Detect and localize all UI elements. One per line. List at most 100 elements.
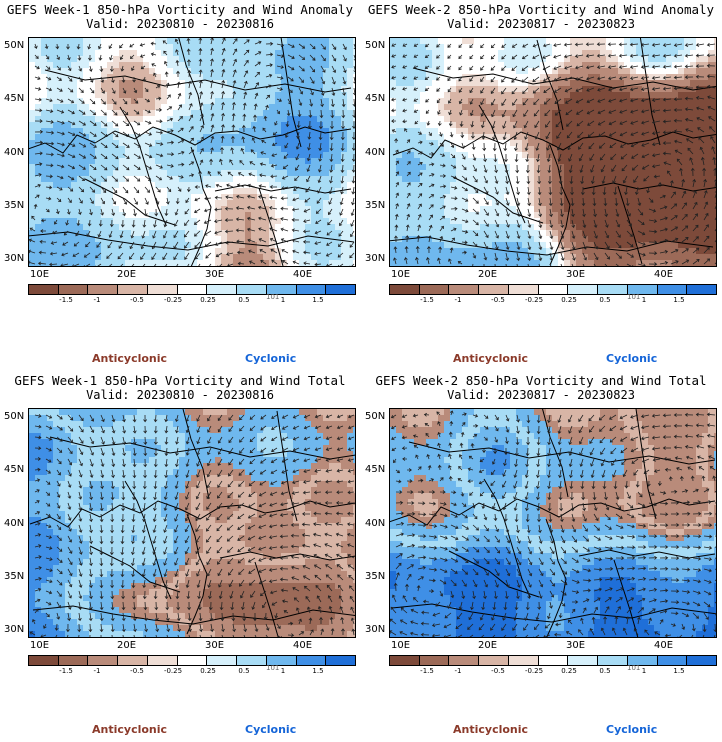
vorticity-cell <box>588 188 595 195</box>
vorticity-cell <box>462 200 469 207</box>
vorticity-cell <box>474 110 481 117</box>
vorticity-cell <box>35 50 42 57</box>
vorticity-cell <box>636 260 643 266</box>
vorticity-cell <box>486 260 493 266</box>
wind-arrow <box>109 219 114 228</box>
vorticity-cell <box>654 176 661 183</box>
vorticity-cell <box>576 212 583 219</box>
vorticity-cell <box>41 260 48 266</box>
wind-arrow <box>100 142 108 149</box>
vorticity-cell <box>263 92 270 99</box>
vorticity-cell <box>101 92 108 99</box>
wind-arrow <box>100 120 108 127</box>
vorticity-cell <box>275 230 282 237</box>
vorticity-cell <box>516 242 523 249</box>
wind-arrow <box>38 250 47 255</box>
vorticity-cell <box>221 80 228 87</box>
vorticity-cell <box>504 206 511 213</box>
vorticity-cell <box>528 176 535 183</box>
vorticity-cell <box>245 68 252 75</box>
vorticity-cell <box>269 62 276 69</box>
vorticity-cell <box>155 170 162 177</box>
vorticity-cell <box>390 38 397 45</box>
vorticity-cell <box>672 152 679 159</box>
vorticity-cell <box>257 74 264 81</box>
vorticity-cell <box>107 68 114 75</box>
vorticity-cell <box>510 56 517 63</box>
vorticity-cell <box>672 182 679 189</box>
vorticity-cell <box>414 134 421 141</box>
vorticity-cell <box>396 152 403 159</box>
vorticity-cell <box>522 236 529 243</box>
vorticity-cell <box>390 74 397 81</box>
wind-arrow <box>618 76 628 81</box>
vorticity-cell <box>155 56 162 63</box>
vorticity-cell <box>468 68 475 75</box>
vorticity-cell <box>59 194 66 201</box>
wind-arrow <box>308 109 313 118</box>
colorbar-tick: -1 <box>93 296 101 304</box>
vorticity-cell <box>149 134 156 141</box>
vorticity-cell <box>125 80 132 87</box>
vorticity-cell <box>540 110 547 117</box>
vorticity-cell <box>209 230 216 237</box>
wind-arrow <box>122 109 129 116</box>
wind-arrow <box>162 40 168 45</box>
wind-arrow <box>298 43 306 49</box>
vorticity-cell <box>179 62 186 69</box>
vorticity-cell <box>53 242 60 249</box>
vorticity-cell <box>149 128 156 135</box>
vorticity-cell <box>396 182 403 189</box>
wind-arrow <box>199 147 204 155</box>
vorticity-cell <box>185 158 192 165</box>
vorticity-cell <box>59 62 66 69</box>
vorticity-cell <box>65 170 72 177</box>
wind-arrow <box>292 197 300 202</box>
vorticity-cell <box>492 128 499 135</box>
vorticity-cell <box>420 164 427 171</box>
vorticity-cell <box>143 260 150 266</box>
vorticity-cell <box>618 212 625 219</box>
vorticity-cell <box>119 212 126 219</box>
wind-arrow <box>67 153 76 159</box>
vorticity-cell <box>275 194 282 201</box>
vorticity-cell <box>414 44 421 51</box>
vorticity-cell <box>209 92 216 99</box>
wind-arrow <box>210 47 214 56</box>
vorticity-cell <box>630 116 637 123</box>
vorticity-cell <box>402 200 409 207</box>
vorticity-cell <box>209 98 216 105</box>
vorticity-cell <box>155 218 162 225</box>
vorticity-cell <box>191 50 198 57</box>
wind-arrow <box>198 38 203 45</box>
wind-arrow <box>391 54 397 58</box>
wind-arrow <box>39 239 47 244</box>
vorticity-cell <box>347 170 354 177</box>
wind-arrow <box>490 54 496 60</box>
wind-arrow <box>199 159 204 166</box>
vorticity-cell <box>137 170 144 177</box>
vorticity-cell <box>624 182 631 189</box>
vorticity-cell <box>600 44 607 51</box>
wind-arrow <box>309 76 315 84</box>
vorticity-cell <box>335 152 342 159</box>
vorticity-cell <box>600 140 607 147</box>
vorticity-cell <box>89 56 96 63</box>
vorticity-cell <box>612 218 619 225</box>
vorticity-cell <box>468 98 475 105</box>
vorticity-cell <box>161 188 168 195</box>
vorticity-cell <box>161 194 168 201</box>
vorticity-cell <box>155 68 162 75</box>
vorticity-cell <box>390 116 397 123</box>
vorticity-cell <box>402 194 409 201</box>
vorticity-cell <box>251 188 258 195</box>
vorticity-cell <box>516 188 523 195</box>
vorticity-cell <box>708 86 715 93</box>
vorticity-cell <box>606 152 613 159</box>
vorticity-cell <box>576 230 583 237</box>
vorticity-cell <box>245 92 252 99</box>
vorticity-cell <box>311 122 318 129</box>
vorticity-cell <box>59 56 66 63</box>
vorticity-cell <box>65 260 72 266</box>
vorticity-cell <box>29 116 36 123</box>
